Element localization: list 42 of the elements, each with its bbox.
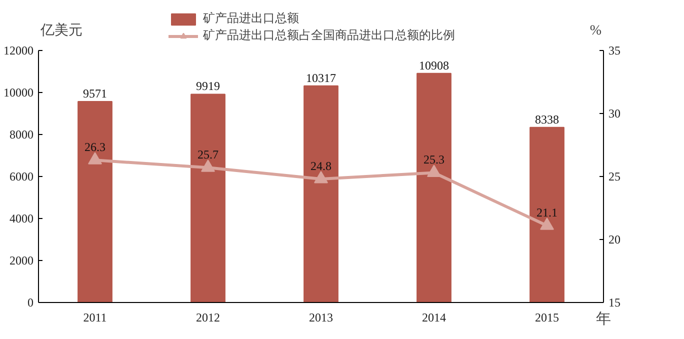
legend-label: 矿产品进出口总额占全国商品进出口总额的比例 xyxy=(203,27,455,44)
x-tick-label: 2012 xyxy=(196,310,220,324)
point xyxy=(427,164,441,177)
x-tick-label: 2011 xyxy=(83,310,107,324)
y-tick-label: 8000 xyxy=(10,128,34,142)
point xyxy=(88,152,102,164)
data-label: 25.7 xyxy=(198,148,218,162)
y-axis-title: 亿美元 xyxy=(40,22,82,38)
bar xyxy=(304,85,338,302)
data-label: 10908 xyxy=(419,58,449,72)
y-tick-label: 6000 xyxy=(10,170,34,184)
y2-tick-label: 15 xyxy=(608,296,620,310)
bar xyxy=(78,101,112,302)
y2-axis-title: % xyxy=(590,24,602,38)
legend-label: 矿产品进出口总额 xyxy=(203,10,299,27)
y-tick-label: 2000 xyxy=(10,254,34,268)
data-label: 21.1 xyxy=(536,206,558,220)
data-label: 24.8 xyxy=(310,159,332,174)
y2-tick-label: 20 xyxy=(608,232,620,246)
y-tick-label: 4000 xyxy=(10,212,34,226)
y2-tick-label: 30 xyxy=(608,106,620,120)
y2-tick-label: 25 xyxy=(608,170,620,184)
bar xyxy=(416,72,452,302)
x-tick-label: 2013 xyxy=(309,310,333,324)
bar xyxy=(190,94,226,302)
data-label: 8338 xyxy=(535,112,559,126)
point xyxy=(540,218,554,230)
y2-tick-label: 35 xyxy=(608,44,620,58)
bar xyxy=(530,126,564,302)
data-label: 9571 xyxy=(83,86,107,101)
data-label: 9919 xyxy=(196,79,220,94)
x-tick-label: 2015 xyxy=(535,310,559,324)
data-label: 26.3 xyxy=(84,140,106,154)
point xyxy=(201,160,215,172)
point xyxy=(314,171,328,184)
data-label: 10317 xyxy=(306,70,336,85)
x-axis-title: 年 xyxy=(596,310,611,328)
x-tick-label: 2014 xyxy=(422,310,446,324)
y-tick-label: 0 xyxy=(28,296,34,310)
y-tick-label: 12000 xyxy=(4,44,34,58)
y-tick-label: 10000 xyxy=(4,86,34,100)
data-label: 25.3 xyxy=(424,152,444,167)
